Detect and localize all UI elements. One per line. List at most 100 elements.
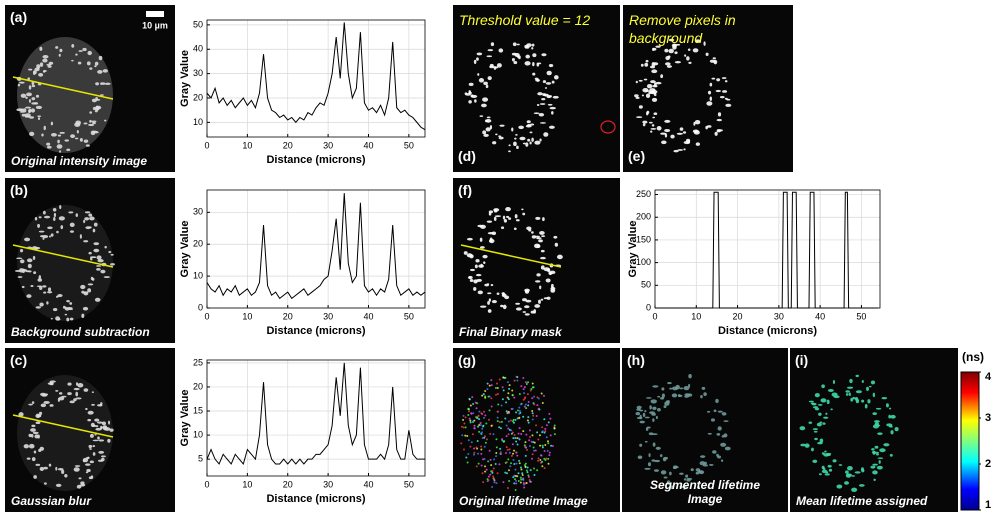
cell-feature	[525, 407, 528, 410]
cell-feature	[541, 426, 544, 429]
cell-feature	[532, 414, 535, 417]
cell-feature	[642, 120, 648, 124]
cell-feature	[57, 134, 62, 137]
cell-feature	[89, 119, 92, 123]
cell-feature	[505, 401, 508, 404]
cell-feature	[498, 135, 502, 138]
cell-feature	[532, 53, 537, 58]
cell-feature	[92, 106, 98, 111]
cell-feature	[644, 467, 651, 470]
cell-feature	[469, 404, 472, 407]
cell-feature	[507, 433, 510, 436]
cell-feature	[473, 279, 478, 284]
cell-feature	[506, 411, 509, 414]
cell-feature	[685, 474, 689, 478]
cell-feature	[850, 475, 856, 477]
cell-feature	[538, 239, 543, 243]
cell-feature	[877, 432, 883, 435]
cell-feature	[504, 461, 507, 464]
panel-caption: Final Binary mask	[459, 325, 562, 339]
cell-feature	[515, 462, 518, 465]
cell-feature	[44, 215, 51, 219]
colorbar-tick-label: 1	[985, 499, 991, 511]
cell-feature	[487, 292, 492, 295]
cell-feature	[526, 471, 529, 474]
cell-feature	[531, 137, 534, 142]
cell-feature	[533, 449, 536, 452]
cell-feature	[497, 403, 500, 406]
cell-feature	[710, 418, 715, 422]
cell-feature	[493, 481, 496, 484]
cell-feature	[90, 130, 96, 136]
cell-feature	[46, 301, 49, 305]
y-axis-label: Gray Value	[179, 221, 191, 278]
cell-feature	[537, 438, 540, 441]
cell-feature	[846, 386, 854, 389]
cell-feature	[26, 294, 32, 298]
cell-feature	[546, 70, 552, 76]
cell-feature	[828, 468, 833, 472]
cell-feature	[88, 123, 95, 127]
y-tick-label: 0	[646, 302, 651, 312]
cell-feature	[717, 410, 723, 413]
cell-feature	[539, 231, 545, 235]
cell-feature	[501, 439, 504, 442]
cell-feature	[635, 96, 640, 99]
cell-feature	[26, 258, 33, 263]
cell-feature	[554, 242, 559, 247]
cell-feature	[540, 454, 543, 457]
cell-feature	[85, 407, 88, 411]
cell-feature	[547, 462, 550, 465]
cell-feature	[515, 440, 518, 443]
plot-frame	[206, 189, 426, 309]
cell-feature	[664, 133, 668, 138]
cell-feature	[484, 414, 487, 417]
cell-feature	[553, 433, 556, 436]
cell-feature	[522, 478, 525, 481]
cell-feature	[508, 480, 511, 483]
cell-feature	[512, 437, 515, 440]
cell-feature	[100, 269, 106, 274]
cell-feature	[662, 457, 667, 462]
cell-feature	[855, 390, 862, 394]
cell-feature	[500, 404, 503, 407]
cell-feature	[836, 484, 843, 489]
cell-feature	[536, 273, 541, 277]
cell-feature	[636, 416, 643, 420]
cell-feature	[520, 385, 523, 388]
cell-feature	[101, 82, 106, 85]
cell-feature	[55, 483, 62, 488]
cell-feature	[87, 456, 90, 460]
cell-feature	[26, 457, 31, 460]
image-panel	[622, 348, 788, 512]
cell-feature	[487, 395, 490, 398]
cell-feature	[725, 103, 732, 107]
cell-feature	[544, 443, 547, 446]
cell-feature	[43, 482, 47, 485]
x-tick-label: 10	[691, 311, 701, 321]
cell-feature	[478, 410, 481, 413]
cell-feature	[98, 55, 103, 61]
cell-feature	[535, 235, 540, 238]
cell-feature	[518, 392, 521, 395]
cell-feature	[89, 216, 95, 221]
cell-feature	[474, 99, 477, 103]
cell-feature	[515, 219, 520, 222]
cell-feature	[47, 291, 53, 294]
cell-feature	[876, 465, 883, 470]
cell-feature	[75, 53, 78, 56]
cell-feature	[477, 425, 480, 428]
cell-feature	[695, 39, 701, 43]
cell-feature	[492, 141, 497, 145]
cell-feature	[526, 226, 532, 231]
cell-feature	[644, 62, 649, 67]
cell-feature	[650, 65, 656, 69]
cell-feature	[47, 226, 53, 230]
cell-feature	[25, 96, 28, 99]
cell-feature	[514, 478, 517, 481]
cell-feature	[93, 248, 100, 253]
x-tick-label: 30	[774, 311, 784, 321]
cell-feature	[507, 469, 510, 472]
cell-feature	[482, 458, 485, 461]
cell-feature	[31, 84, 36, 88]
